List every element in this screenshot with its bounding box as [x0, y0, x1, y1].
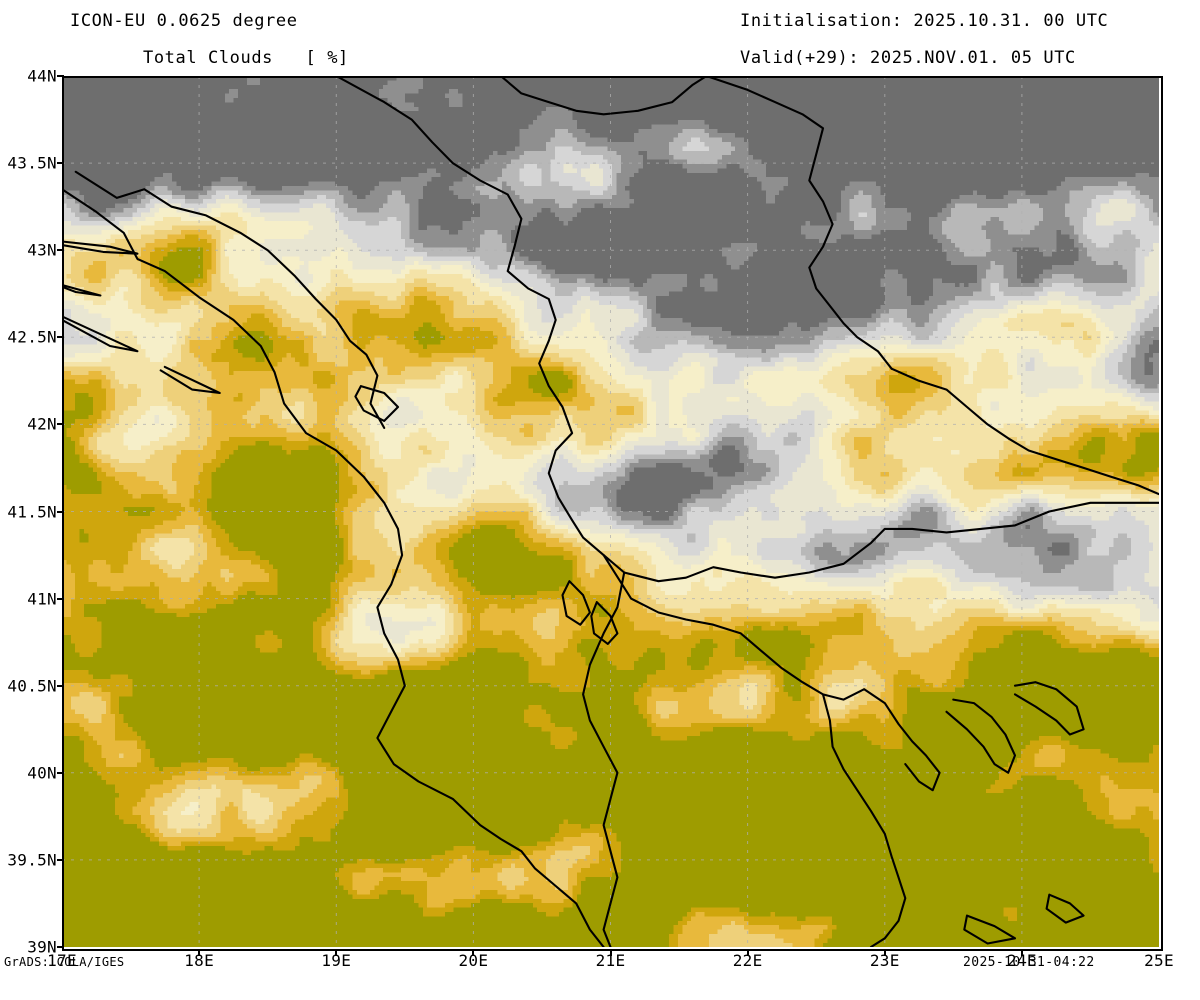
- grads-credit: GrADS: COLA/IGES: [4, 955, 125, 969]
- y-axis-tick: [57, 771, 64, 774]
- x-axis-tick: [1020, 949, 1023, 956]
- y-axis-tick-label: 40N: [27, 763, 57, 783]
- model-title: ICON-EU 0.0625 degree: [70, 11, 298, 31]
- y-axis-tick-label: 44N: [27, 66, 57, 86]
- y-axis-tick: [57, 946, 64, 948]
- y-axis-tick-label: 41.5N: [7, 502, 57, 521]
- x-axis-tick-label: 23E: [869, 951, 900, 970]
- y-axis-tick-label: 43.5N: [7, 153, 57, 173]
- x-axis-tick: [198, 949, 201, 956]
- x-axis-tick-label: 17E: [47, 951, 77, 970]
- y-axis-tick: [57, 684, 64, 687]
- x-axis-tick-label: 24E: [1006, 951, 1037, 970]
- x-axis-tick-label: 25E: [1144, 951, 1174, 970]
- y-axis-tick: [57, 336, 64, 339]
- y-axis-latitude: 44N 43.5N 43N 42.5N 42N 41.5N 41N 40.5N 40N 39.5N…: [0, 0, 64, 1000]
- y-axis-tick-label: 40.5N: [7, 676, 57, 696]
- x-axis-tick: [883, 949, 886, 956]
- y-axis-tick: [57, 597, 64, 600]
- y-axis-tick-label: 39N: [27, 937, 57, 957]
- y-axis-tick: [57, 858, 64, 861]
- x-axis-tick-label: 20E: [458, 951, 489, 970]
- valid-time: Valid(+29): 2025.NOV.01. 05 UTC: [740, 48, 1076, 68]
- y-axis-tick-label: 39.5N: [7, 850, 57, 870]
- y-axis-tick-label: 42.5N: [7, 327, 57, 347]
- cloud-cover-map[interactable]: [62, 76, 1159, 947]
- y-axis-tick: [57, 510, 64, 513]
- y-axis-tick-label: 41N: [27, 589, 57, 609]
- x-axis-tick-label: 19E: [321, 951, 352, 970]
- initialisation-time: Initialisation: 2025.10.31. 00 UTC: [740, 11, 1109, 31]
- x-axis-tick: [746, 949, 749, 956]
- y-axis-tick: [57, 423, 64, 426]
- x-axis-tick-label: 21E: [595, 951, 626, 970]
- y-axis-tick: [57, 75, 64, 77]
- y-axis-tick: [57, 249, 64, 252]
- x-axis-tick-label: 18E: [184, 951, 215, 970]
- y-axis-tick-label: 42N: [27, 414, 57, 434]
- x-axis-tick-label: 22E: [732, 951, 763, 970]
- y-axis-tick-label: 43N: [27, 240, 57, 260]
- x-axis-tick: [609, 949, 612, 956]
- render-timestamp: 2025-10-31-04:22: [963, 955, 1095, 970]
- x-axis-tick: [335, 949, 338, 956]
- y-axis-tick: [57, 162, 64, 165]
- x-axis-tick: [472, 949, 475, 956]
- field-title: Total Clouds [ %]: [143, 48, 349, 68]
